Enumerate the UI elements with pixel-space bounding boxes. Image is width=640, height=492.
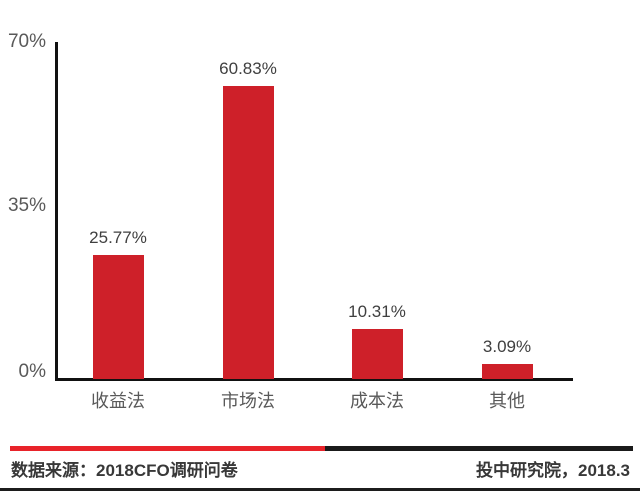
bar <box>222 86 274 379</box>
x-category-label: 成本法 <box>350 391 404 411</box>
bar <box>92 255 144 379</box>
data-source-text: 数据来源：2018CFO调研问卷 <box>11 461 238 480</box>
bar-value-label: 60.83% <box>219 59 277 78</box>
x-category-label: 其他 <box>489 391 525 411</box>
bar-column-other: 3.09% <box>447 42 567 379</box>
bar-column-cost: 10.31% <box>317 42 437 379</box>
bar-column-market: 60.83% <box>188 42 308 379</box>
bar-value-label: 3.09% <box>482 337 532 356</box>
x-category-label: 收益法 <box>91 391 145 411</box>
bar-value-label: 25.77% <box>89 228 147 247</box>
publisher-text: 投中研究院，2018.3 <box>476 461 630 480</box>
x-category-label: 市场法 <box>221 391 275 411</box>
bar <box>351 329 403 379</box>
y-axis-tick-0: 0% <box>18 361 46 382</box>
y-axis-line <box>55 42 58 381</box>
footer-divider-red <box>10 446 325 451</box>
bottom-border-line <box>0 488 640 491</box>
bar <box>481 364 533 379</box>
x-axis-line <box>55 378 573 381</box>
y-axis-tick-35: 35% <box>7 195 46 216</box>
y-axis-tick-70: 70% <box>7 31 46 52</box>
bar-column-income: 25.77% <box>58 42 178 379</box>
bar-value-label: 10.31% <box>348 302 406 321</box>
footer-divider-black <box>325 446 633 451</box>
